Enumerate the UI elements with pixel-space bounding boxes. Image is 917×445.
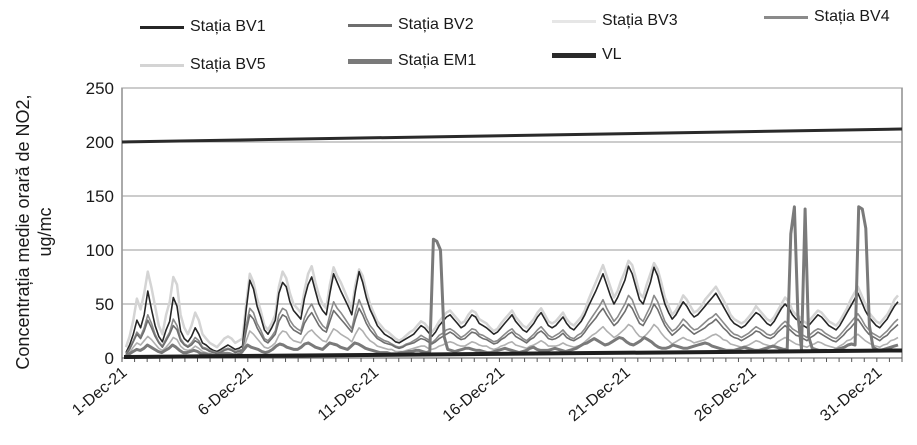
legend-label-em1: Stația EM1 [398, 52, 477, 69]
legend-item-em1: Stația EM1 [348, 52, 476, 70]
legend-label-bv5: Stația BV5 [190, 56, 266, 73]
series-line-stația-em1 [125, 205, 899, 358]
chart-legend: Stația BV1 Stația BV2 Stația BV3 Stația … [0, 0, 917, 80]
legend-label-bv4: Stația BV4 [814, 8, 890, 25]
x-tick-label-6: 31-Dec-21 [817, 364, 885, 425]
legend-label-bv2: Stația BV2 [398, 16, 474, 33]
series-line-stația-bv2 [125, 303, 899, 356]
baseline-series-band [123, 348, 903, 359]
series-line-stația-bv1 [125, 265, 899, 353]
y-axis-label-line2: ug/mc [35, 207, 55, 257]
x-tick-label-4: 21-Dec-21 [566, 364, 634, 425]
legend-swatch-bv2 [348, 23, 392, 27]
series-line-stația-bv4 [125, 294, 899, 355]
legend-swatch-bv5 [140, 63, 184, 67]
legend-item-bv3: Stația BV3 [552, 12, 678, 30]
legend-label-bv3: Stația BV3 [602, 12, 678, 29]
legend-item-bv5: Stația BV5 [140, 56, 266, 74]
legend-item-bv1: Stația BV1 [140, 18, 266, 36]
legend-swatch-bv3 [552, 19, 596, 23]
y-tick-label-50: 50 [95, 295, 114, 314]
x-tick-label-2: 11-Dec-21 [315, 364, 382, 424]
legend-swatch-em1 [348, 58, 392, 64]
series-line-stația-bv5 [124, 259, 899, 349]
y-tick-label-100: 100 [86, 241, 114, 260]
y-tick-label-200: 200 [86, 133, 114, 152]
legend-item-bv2: Stația BV2 [348, 16, 474, 34]
y-tick-label-250: 250 [86, 79, 114, 98]
x-tick-label-5: 26-Dec-21 [691, 364, 759, 425]
x-tick-label-1: 6-Dec-21 [195, 364, 256, 419]
y-axis-label: Concentrația medie orară de NO2, ug/mc [4, 32, 64, 432]
y-tick-label-0: 0 [105, 349, 114, 368]
legend-label-bv1: Stația BV1 [190, 18, 266, 35]
legend-swatch-bv4 [764, 15, 808, 19]
y-axis-label-line1: Concentrația medie orară de NO2, [13, 94, 33, 370]
y-tick-label-150: 150 [86, 187, 114, 206]
x-tick-label-0: 1-Dec-21 [69, 364, 130, 419]
legend-label-vl: VL [602, 46, 622, 63]
legend-swatch-vl [552, 52, 596, 58]
legend-swatch-bv1 [140, 25, 184, 29]
legend-item-vl: VL [552, 46, 622, 64]
legend-item-bv4: Stația BV4 [764, 8, 890, 26]
x-tick-label-3: 16-Dec-21 [440, 364, 508, 425]
limit-line-vl [121, 127, 903, 144]
plot-area [121, 87, 903, 359]
